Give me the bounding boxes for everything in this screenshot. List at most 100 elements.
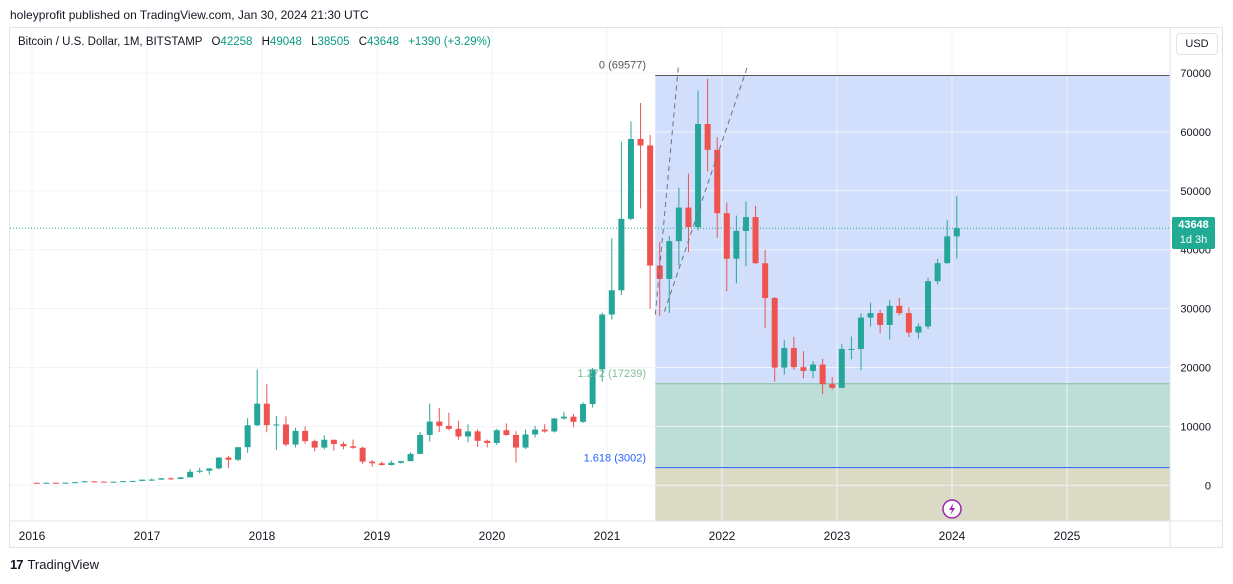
candle — [570, 414, 577, 428]
candle-body — [810, 364, 817, 371]
candle — [321, 435, 328, 450]
candle — [618, 141, 625, 296]
candle — [857, 313, 864, 371]
candle — [599, 312, 606, 382]
symbol-label[interactable]: Bitcoin / U.S. Dollar, 1M, BITSTAMP — [18, 36, 203, 48]
candle — [484, 439, 491, 448]
low-value: 38505 — [317, 36, 350, 48]
fib-lines — [10, 74, 1170, 469]
candle-body — [235, 447, 242, 460]
lightning-bolt-shape — [949, 503, 955, 515]
candle-body — [445, 425, 452, 429]
candle — [522, 429, 529, 450]
candle-body — [52, 482, 59, 484]
fib-labels: 0 (69577) 1.272 (17239) 1.618 (3002) — [578, 59, 962, 519]
candle — [838, 344, 845, 389]
candle-body — [350, 446, 357, 448]
candle-body — [43, 482, 50, 484]
candles — [33, 78, 960, 484]
candle-body — [196, 470, 203, 472]
candle-body — [762, 263, 769, 298]
time-tick-label: 2024 — [939, 529, 966, 543]
candle-body — [848, 348, 855, 350]
candle-body — [503, 430, 510, 435]
candle-body — [551, 418, 558, 432]
candle-body — [139, 479, 146, 481]
fib-label-1618: 1.618 (3002) — [584, 453, 646, 465]
candle — [407, 452, 414, 462]
candle-body — [474, 431, 481, 441]
candle — [733, 215, 740, 284]
open-label: O — [211, 36, 221, 48]
candle-body — [81, 481, 88, 483]
candle — [925, 277, 932, 329]
candle — [426, 403, 433, 442]
candle — [742, 201, 749, 267]
footer-brand[interactable]: TradingView — [27, 557, 100, 572]
candle — [934, 258, 941, 285]
trend-lines — [654, 66, 748, 315]
candle — [762, 249, 769, 329]
candle — [551, 417, 558, 433]
close-value: 43648 — [367, 36, 399, 48]
candle — [129, 480, 136, 482]
candle-body — [838, 349, 845, 388]
candle — [187, 469, 194, 478]
candle — [723, 202, 730, 292]
candle — [158, 478, 165, 480]
candle — [235, 447, 242, 462]
candle — [560, 411, 567, 420]
price-tick-label: 20000 — [1180, 363, 1211, 375]
candle — [388, 460, 395, 466]
grid-lines — [10, 28, 1170, 521]
candle — [273, 415, 280, 450]
candle-body — [340, 443, 347, 447]
footer: 17 TradingView — [10, 557, 99, 572]
candle — [206, 468, 213, 475]
candle-body — [790, 348, 797, 368]
time-tick-label: 2021 — [594, 529, 621, 543]
candle-body — [925, 281, 932, 327]
fib-label-0: 0 (69577) — [599, 59, 646, 71]
candle-body — [541, 429, 548, 432]
candle — [704, 78, 711, 172]
candle — [359, 446, 366, 464]
lightning-event-icon — [942, 499, 962, 519]
time-tick-label: 2020 — [479, 529, 506, 543]
candle — [580, 402, 587, 424]
candle-body — [465, 431, 472, 437]
candle-body — [647, 145, 654, 266]
candle — [120, 481, 127, 483]
candle-body — [91, 481, 98, 483]
candle — [627, 121, 634, 221]
candle — [81, 480, 88, 483]
candle-body — [302, 430, 309, 442]
price-tick-label: 50000 — [1180, 186, 1211, 198]
candle-body — [781, 348, 788, 368]
candle-body — [407, 453, 414, 462]
candle — [666, 236, 673, 313]
candle — [771, 296, 778, 382]
candle — [397, 460, 404, 464]
candle — [589, 367, 596, 408]
candle — [656, 241, 663, 316]
candle — [781, 340, 788, 375]
publisher-line: holeyprofit published on TradingView.com… — [10, 8, 369, 22]
candle-body — [129, 480, 136, 482]
candle-body — [800, 367, 807, 371]
candle — [474, 429, 481, 447]
candle — [330, 439, 337, 451]
candle-body — [953, 228, 960, 237]
candle — [302, 426, 309, 444]
candle-body — [656, 265, 663, 279]
candle-body — [167, 478, 174, 480]
chart-frame — [9, 27, 1223, 548]
candle — [292, 427, 299, 448]
candle — [867, 302, 874, 327]
currency-button[interactable]: USD — [1176, 33, 1218, 55]
candle-body — [388, 462, 395, 466]
candle — [177, 477, 184, 480]
low-label: L — [311, 36, 318, 48]
